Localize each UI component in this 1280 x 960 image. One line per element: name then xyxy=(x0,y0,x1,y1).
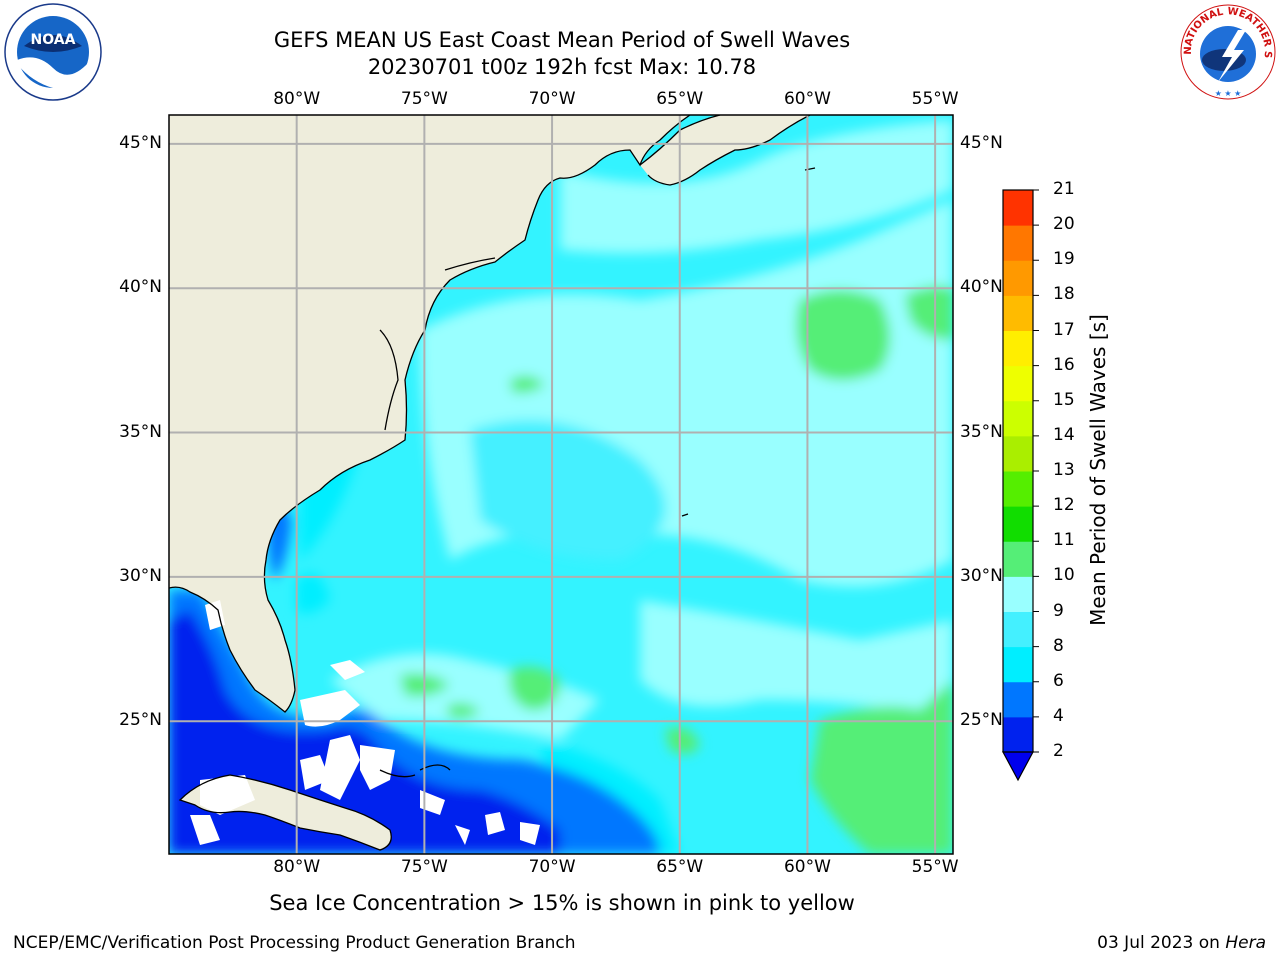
colorbar-tick-label: 12 xyxy=(1053,495,1075,516)
colorbar-tick-label: 14 xyxy=(1053,424,1075,445)
colorbar-tick-label: 16 xyxy=(1053,354,1075,375)
map-plot-area xyxy=(169,115,953,854)
lat-label-left: 25°N xyxy=(119,710,162,731)
footer-machine: Hera xyxy=(1225,933,1266,953)
colorbar-tick-label: 17 xyxy=(1053,319,1075,340)
colorbar-tick-label: 9 xyxy=(1053,600,1064,621)
colorbar-segment xyxy=(1003,611,1033,648)
colorbar-tick-label: 20 xyxy=(1053,214,1075,235)
lat-label-left: 40°N xyxy=(119,277,162,298)
colorbar-segment xyxy=(1003,400,1033,437)
lat-label-left: 45°N xyxy=(119,132,162,153)
title-line-2: 20230701 t00z 192h fcst Max: 10.78 xyxy=(367,55,757,79)
colorbar-label: Mean Period of Swell Waves [s] xyxy=(1086,314,1110,626)
land-mass-us xyxy=(169,115,690,712)
colorbar-segment xyxy=(1003,435,1033,472)
colorbar-tick-label: 11 xyxy=(1053,530,1075,551)
colorbar-segment xyxy=(1003,541,1033,577)
lon-label-bottom: 55°W xyxy=(911,857,959,877)
footer-date-text: 03 Jul 2023 on xyxy=(1097,933,1226,953)
land-mass-nova-scotia xyxy=(640,115,810,185)
footer-date: 03 Jul 2023 on Hera xyxy=(1097,933,1266,953)
colorbar-tick-label: 21 xyxy=(1053,179,1075,199)
lat-label-left: 35°N xyxy=(119,421,162,442)
colorbar-segment xyxy=(1003,365,1033,402)
lat-label-right: 30°N xyxy=(960,565,1003,586)
swell-period-field xyxy=(169,120,953,854)
colorbar-segment xyxy=(1003,295,1033,331)
noaa-logo-icon: NOAA xyxy=(4,3,102,101)
colorbar-tick-label: 4 xyxy=(1053,705,1064,726)
colorbar-tick-label: 8 xyxy=(1053,635,1064,656)
colorbar-segment xyxy=(1003,225,1033,261)
title-line-1: GEFS MEAN US East Coast Mean Period of S… xyxy=(273,28,851,52)
lon-label-bottom: 80°W xyxy=(273,857,321,877)
map-frame xyxy=(168,114,954,855)
lon-label-top: 80°W xyxy=(273,89,321,109)
lon-label-bottom: 75°W xyxy=(400,857,448,877)
lon-label-top: 70°W xyxy=(528,89,576,109)
lon-label-bottom: 65°W xyxy=(656,857,704,877)
lat-label-left: 30°N xyxy=(119,565,162,586)
lat-label-right: 45°N xyxy=(960,132,1003,153)
colorbar-segment xyxy=(1003,681,1033,718)
colorbar-tick-label: 18 xyxy=(1053,284,1075,305)
colorbar-segment xyxy=(1003,506,1033,542)
map-graticule xyxy=(169,115,953,854)
colorbar-segment xyxy=(1003,716,1033,753)
colorbar-segment xyxy=(1003,471,1033,507)
lon-label-top: 55°W xyxy=(911,89,959,109)
masked-areas xyxy=(190,600,540,845)
lon-label-bottom: 60°W xyxy=(783,857,831,877)
colorbar-tick-label: 15 xyxy=(1053,389,1075,410)
colorbar-segment xyxy=(1003,330,1033,367)
colorbar-tick-label: 19 xyxy=(1053,249,1075,270)
lat-label-right: 40°N xyxy=(960,277,1003,298)
colorbar-segment xyxy=(1003,190,1033,226)
colorbar-segment xyxy=(1003,576,1033,612)
colorbar-tick-label: 2 xyxy=(1053,741,1064,761)
coastline xyxy=(169,115,816,851)
lon-label-top: 60°W xyxy=(783,89,831,109)
colorbar-tick-label: 6 xyxy=(1053,670,1064,691)
colorbar-extend-arrow xyxy=(1001,751,1035,782)
colorbar-tick-label: 10 xyxy=(1053,565,1075,586)
colorbar-segment xyxy=(1003,646,1033,683)
lon-label-top: 65°W xyxy=(656,89,704,109)
lat-label-right: 35°N xyxy=(960,421,1003,442)
lon-label-bottom: 70°W xyxy=(528,857,576,877)
nws-logo-icon: NATIONAL WEATHER SERVICE ★ ★ ★ xyxy=(1178,2,1276,100)
colorbar-tick-label: 13 xyxy=(1053,460,1075,480)
colorbar xyxy=(1001,189,1039,782)
footer-organization: NCEP/EMC/Verification Post Processing Pr… xyxy=(13,933,576,953)
svg-text:★ ★ ★: ★ ★ ★ xyxy=(1215,89,1242,98)
lon-label-top: 75°W xyxy=(400,89,448,109)
sea-ice-note: Sea Ice Concentration > 15% is shown in … xyxy=(269,891,855,915)
lat-label-right: 25°N xyxy=(960,710,1003,731)
colorbar-segment xyxy=(1003,260,1033,296)
noaa-logo-text: NOAA xyxy=(31,32,76,48)
